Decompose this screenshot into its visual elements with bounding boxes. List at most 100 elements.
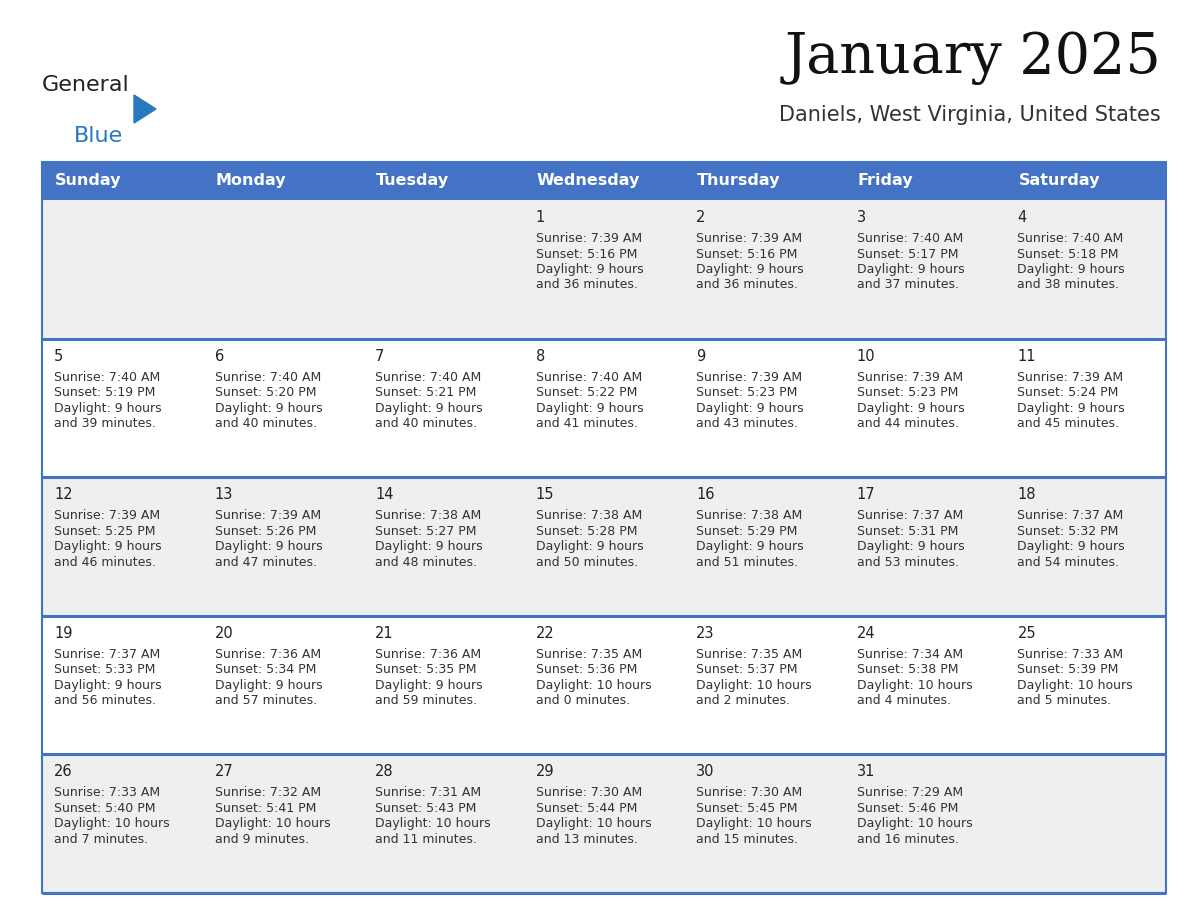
Text: Sunrise: 7:37 AM: Sunrise: 7:37 AM (1017, 509, 1124, 522)
Text: Daylight: 9 hours: Daylight: 9 hours (536, 401, 644, 415)
Text: Daylight: 9 hours: Daylight: 9 hours (53, 401, 162, 415)
Text: Sunrise: 7:31 AM: Sunrise: 7:31 AM (375, 787, 481, 800)
Text: Sunrise: 7:30 AM: Sunrise: 7:30 AM (696, 787, 803, 800)
Text: Sunset: 5:27 PM: Sunset: 5:27 PM (375, 525, 476, 538)
Text: Sunrise: 7:36 AM: Sunrise: 7:36 AM (375, 648, 481, 661)
Text: Daylight: 9 hours: Daylight: 9 hours (536, 540, 644, 554)
Text: 13: 13 (215, 487, 233, 502)
Text: January 2025: January 2025 (784, 30, 1161, 84)
Text: Daylight: 9 hours: Daylight: 9 hours (857, 263, 965, 276)
Text: Sunset: 5:39 PM: Sunset: 5:39 PM (1017, 664, 1119, 677)
Text: Sunrise: 7:40 AM: Sunrise: 7:40 AM (536, 371, 642, 384)
Text: 25: 25 (1017, 626, 1036, 641)
Text: Sunset: 5:36 PM: Sunset: 5:36 PM (536, 664, 637, 677)
Text: Daylight: 10 hours: Daylight: 10 hours (375, 817, 491, 831)
Text: Sunset: 5:29 PM: Sunset: 5:29 PM (696, 525, 797, 538)
Text: 1: 1 (536, 210, 545, 225)
Text: Sunset: 5:26 PM: Sunset: 5:26 PM (215, 525, 316, 538)
Text: Sunrise: 7:35 AM: Sunrise: 7:35 AM (696, 648, 803, 661)
Text: 5: 5 (53, 349, 63, 364)
Text: 31: 31 (857, 765, 876, 779)
Text: Sunrise: 7:40 AM: Sunrise: 7:40 AM (1017, 232, 1124, 245)
Text: and 15 minutes.: and 15 minutes. (696, 833, 798, 845)
Text: Daylight: 10 hours: Daylight: 10 hours (1017, 678, 1133, 692)
Text: 12: 12 (53, 487, 72, 502)
Text: and 45 minutes.: and 45 minutes. (1017, 417, 1119, 431)
Text: and 41 minutes.: and 41 minutes. (536, 417, 638, 431)
Text: Daylight: 10 hours: Daylight: 10 hours (53, 817, 170, 831)
Bar (42, 200, 1165, 339)
Text: Sunrise: 7:40 AM: Sunrise: 7:40 AM (53, 371, 160, 384)
Text: Sunrise: 7:30 AM: Sunrise: 7:30 AM (536, 787, 642, 800)
Text: Sunset: 5:19 PM: Sunset: 5:19 PM (53, 386, 156, 399)
Text: and 13 minutes.: and 13 minutes. (536, 833, 638, 845)
Text: and 2 minutes.: and 2 minutes. (696, 694, 790, 707)
Text: Sunset: 5:16 PM: Sunset: 5:16 PM (696, 248, 797, 261)
Text: Sunrise: 7:39 AM: Sunrise: 7:39 AM (215, 509, 321, 522)
Text: 3: 3 (857, 210, 866, 225)
Text: Daylight: 9 hours: Daylight: 9 hours (375, 401, 482, 415)
Text: Sunset: 5:33 PM: Sunset: 5:33 PM (53, 664, 156, 677)
Text: Sunset: 5:34 PM: Sunset: 5:34 PM (215, 664, 316, 677)
Text: Sunset: 5:44 PM: Sunset: 5:44 PM (536, 802, 637, 815)
Bar (42, 339, 1165, 477)
Text: Sunset: 5:20 PM: Sunset: 5:20 PM (215, 386, 316, 399)
Text: 24: 24 (857, 626, 876, 641)
Text: Daylight: 9 hours: Daylight: 9 hours (53, 540, 162, 554)
Polygon shape (134, 95, 156, 123)
Bar (42, 162, 1165, 200)
Text: Blue: Blue (74, 126, 124, 146)
Text: Daylight: 9 hours: Daylight: 9 hours (215, 678, 322, 692)
Text: and 56 minutes.: and 56 minutes. (53, 694, 156, 707)
Text: 7: 7 (375, 349, 385, 364)
Text: Daylight: 9 hours: Daylight: 9 hours (1017, 540, 1125, 554)
Text: 10: 10 (857, 349, 876, 364)
Text: and 57 minutes.: and 57 minutes. (215, 694, 317, 707)
Text: Sunset: 5:25 PM: Sunset: 5:25 PM (53, 525, 156, 538)
Text: Wednesday: Wednesday (537, 174, 640, 188)
Text: and 44 minutes.: and 44 minutes. (857, 417, 959, 431)
Text: Sunset: 5:21 PM: Sunset: 5:21 PM (375, 386, 476, 399)
Text: 30: 30 (696, 765, 715, 779)
Text: Sunrise: 7:40 AM: Sunrise: 7:40 AM (215, 371, 321, 384)
Text: Sunset: 5:46 PM: Sunset: 5:46 PM (857, 802, 959, 815)
Text: Daylight: 10 hours: Daylight: 10 hours (536, 817, 651, 831)
Text: and 47 minutes.: and 47 minutes. (215, 555, 316, 568)
Text: Sunrise: 7:40 AM: Sunrise: 7:40 AM (375, 371, 481, 384)
Text: 4: 4 (1017, 210, 1026, 225)
Text: Daylight: 10 hours: Daylight: 10 hours (857, 817, 973, 831)
Text: Sunset: 5:18 PM: Sunset: 5:18 PM (1017, 248, 1119, 261)
Text: Daylight: 9 hours: Daylight: 9 hours (696, 540, 804, 554)
Text: and 9 minutes.: and 9 minutes. (215, 833, 309, 845)
Text: Daylight: 10 hours: Daylight: 10 hours (696, 817, 811, 831)
Text: 20: 20 (215, 626, 233, 641)
Text: 26: 26 (53, 765, 72, 779)
Text: Daylight: 10 hours: Daylight: 10 hours (696, 678, 811, 692)
Text: Sunrise: 7:38 AM: Sunrise: 7:38 AM (536, 509, 642, 522)
Text: and 36 minutes.: and 36 minutes. (696, 278, 798, 292)
Text: Sunset: 5:28 PM: Sunset: 5:28 PM (536, 525, 637, 538)
Text: and 40 minutes.: and 40 minutes. (215, 417, 316, 431)
Text: Sunset: 5:23 PM: Sunset: 5:23 PM (857, 386, 959, 399)
Text: 23: 23 (696, 626, 715, 641)
Text: and 40 minutes.: and 40 minutes. (375, 417, 478, 431)
Text: Daylight: 9 hours: Daylight: 9 hours (375, 540, 482, 554)
Text: Daylight: 9 hours: Daylight: 9 hours (215, 401, 322, 415)
Text: Sunrise: 7:33 AM: Sunrise: 7:33 AM (53, 787, 160, 800)
Text: Sunset: 5:40 PM: Sunset: 5:40 PM (53, 802, 156, 815)
Text: Daylight: 10 hours: Daylight: 10 hours (536, 678, 651, 692)
Text: Daniels, West Virginia, United States: Daniels, West Virginia, United States (779, 105, 1161, 125)
Text: Sunset: 5:16 PM: Sunset: 5:16 PM (536, 248, 637, 261)
Text: Sunrise: 7:35 AM: Sunrise: 7:35 AM (536, 648, 642, 661)
Text: and 50 minutes.: and 50 minutes. (536, 555, 638, 568)
Text: Sunrise: 7:37 AM: Sunrise: 7:37 AM (53, 648, 160, 661)
Text: Sunset: 5:38 PM: Sunset: 5:38 PM (857, 664, 959, 677)
Text: Monday: Monday (215, 174, 286, 188)
Text: and 38 minutes.: and 38 minutes. (1017, 278, 1119, 292)
Text: 19: 19 (53, 626, 72, 641)
Text: Sunrise: 7:34 AM: Sunrise: 7:34 AM (857, 648, 963, 661)
Text: Sunrise: 7:39 AM: Sunrise: 7:39 AM (536, 232, 642, 245)
Text: Daylight: 9 hours: Daylight: 9 hours (696, 263, 804, 276)
Text: Daylight: 9 hours: Daylight: 9 hours (857, 540, 965, 554)
Text: and 48 minutes.: and 48 minutes. (375, 555, 478, 568)
